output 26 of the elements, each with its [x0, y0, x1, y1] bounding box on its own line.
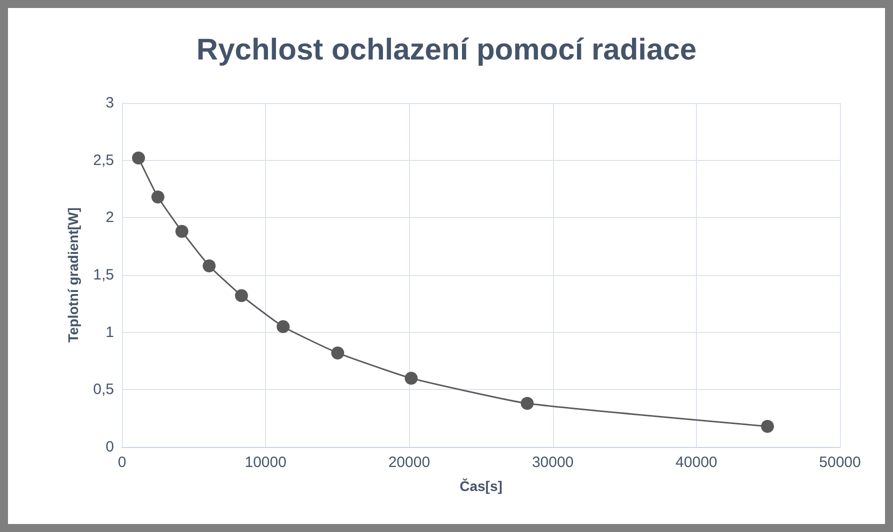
point: [234, 289, 248, 302]
x-tick-label: 0: [118, 454, 126, 471]
y-tick-label: 0,5: [93, 381, 114, 398]
y-tick-label: 2,5: [93, 152, 114, 169]
point: [202, 259, 216, 272]
y-tick-label: 1: [106, 324, 114, 341]
y-axis-title: Teplotní gradient[W]: [65, 207, 81, 343]
point: [151, 190, 164, 204]
point: [132, 152, 146, 165]
x-axis-title: Čas[s]: [460, 478, 502, 494]
y-tick-label: 2: [106, 209, 114, 226]
y-tick-label: 3: [106, 94, 114, 112]
y-tick-label: 0: [106, 438, 114, 456]
x-tick-label: 20000: [388, 454, 430, 471]
x-tick-label: 50000: [819, 454, 861, 471]
x-tick-label: 10000: [244, 454, 286, 471]
x-tick-label: 40000: [676, 454, 718, 471]
point: [175, 224, 188, 238]
point: [404, 372, 418, 385]
point: [331, 346, 344, 360]
y-tick-label: 1,5: [93, 266, 114, 284]
point: [276, 320, 290, 334]
point: [760, 420, 774, 433]
chart-title: Rychlost ochlazení pomocí radiace: [196, 34, 697, 66]
x-tick-label: 30000: [532, 454, 574, 471]
point: [520, 396, 534, 410]
